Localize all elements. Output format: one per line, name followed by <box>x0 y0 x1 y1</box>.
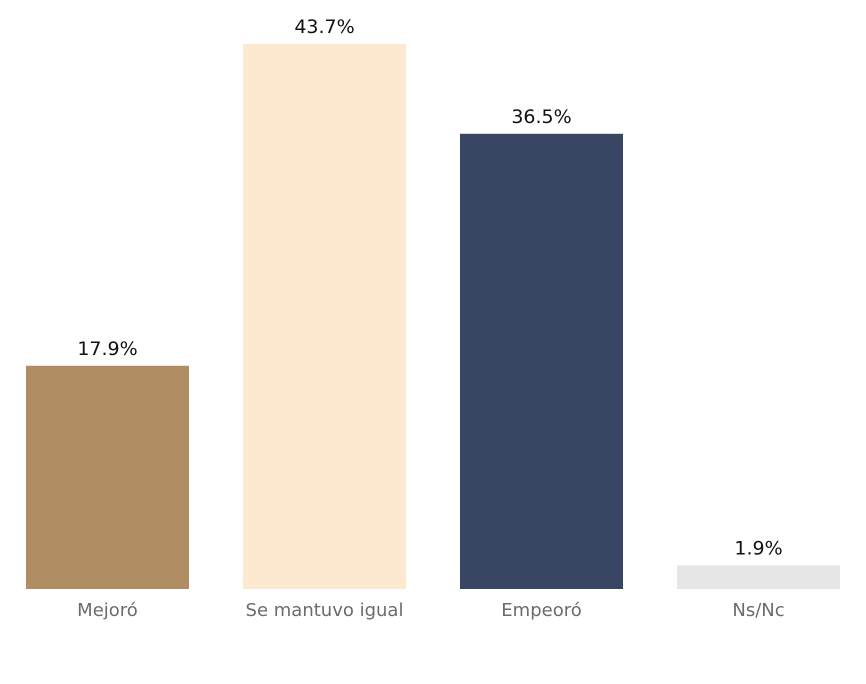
bar-1 <box>26 365 189 589</box>
data-label-4: 1.9% <box>734 537 782 559</box>
category-label-2: Se mantuvo igual <box>246 600 404 621</box>
bar-2 <box>243 44 406 589</box>
bar-4 <box>677 565 840 589</box>
data-label-2: 43.7% <box>294 16 354 38</box>
category-label-4: Ns/Nc <box>732 600 784 621</box>
data-label-1: 17.9% <box>77 338 137 360</box>
bar-3 <box>460 133 623 589</box>
category-label-1: Mejoró <box>77 600 138 621</box>
data-label-3: 36.5% <box>511 106 571 128</box>
category-label-3: Empeoró <box>501 600 581 621</box>
